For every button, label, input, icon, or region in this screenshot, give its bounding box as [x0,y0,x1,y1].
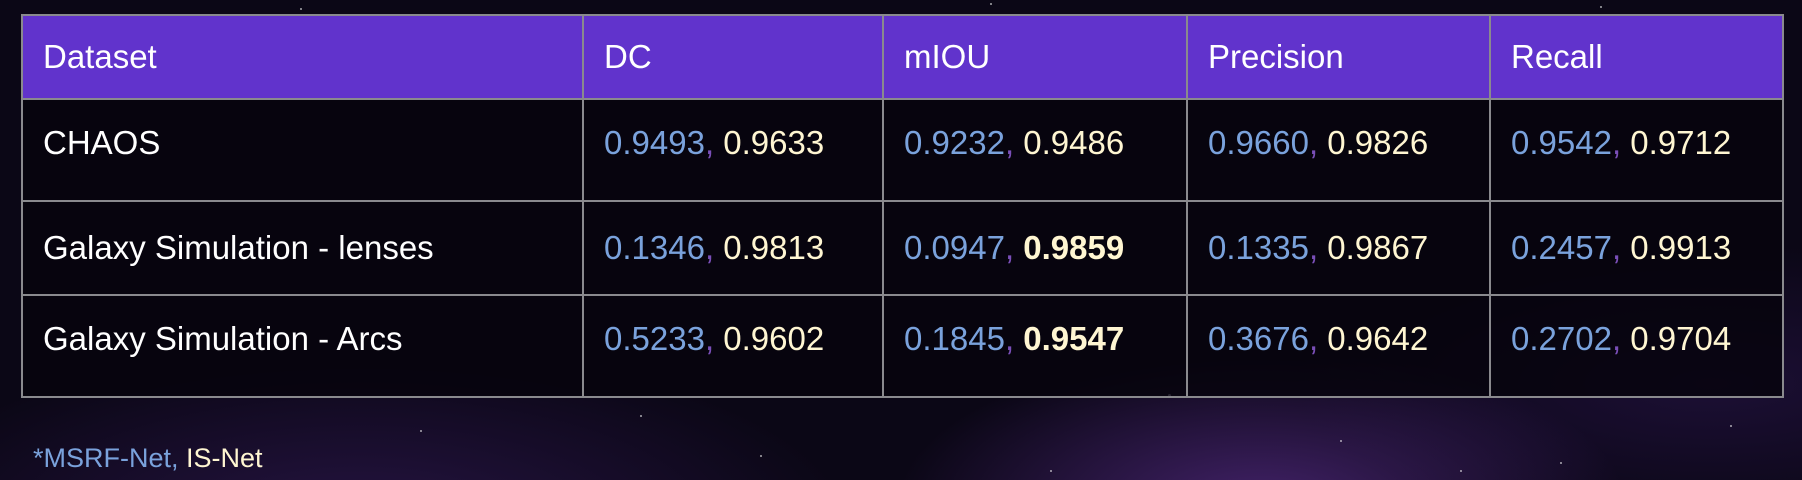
footnote-msrf-label: *MSRF-Net, [33,443,179,473]
separator: , [1004,124,1015,161]
star [640,415,642,417]
separator: , [1308,320,1319,357]
results-table: Dataset DC mIOU Precision Recall CHAOS 0… [21,14,1784,398]
dc-cell: 0.1346, 0.9813 [582,200,884,296]
dataset-cell: CHAOS [21,98,584,202]
star [1560,462,1562,464]
separator: , [1004,229,1015,266]
separator: , [1004,320,1015,357]
header-dataset: Dataset [21,14,584,100]
separator: , [704,229,715,266]
separator: , [1611,229,1622,266]
msrf-value: 0.1346 [604,229,705,266]
star [990,3,992,5]
msrf-value: 0.1335 [1208,229,1309,266]
star [1600,6,1602,8]
precision-cell: 0.3676, 0.9642 [1186,294,1491,398]
header-precision: Precision [1186,14,1491,100]
precision-cell: 0.9660, 0.9826 [1186,98,1491,202]
msrf-value: 0.9542 [1511,124,1612,161]
isnet-value: 0.9633 [723,124,825,161]
isnet-value: 0.9642 [1327,320,1429,357]
header-recall: Recall [1489,14,1784,100]
recall-cell: 0.2457, 0.9913 [1489,200,1784,296]
table-row: CHAOS 0.9493, 0.9633 0.9232, 0.9486 0.96… [21,98,1784,202]
isnet-value: 0.9913 [1630,229,1732,266]
isnet-value: 0.9813 [723,229,825,266]
footnote-isnet-label: IS-Net [186,443,263,473]
star [760,455,762,457]
msrf-value: 0.5233 [604,320,705,357]
legend-footnote: *MSRF-Net, IS-Net [33,443,263,473]
recall-cell: 0.2702, 0.9704 [1489,294,1784,398]
star [300,8,302,10]
isnet-value: 0.9712 [1630,124,1732,161]
star [1050,470,1052,472]
isnet-value: 0.9867 [1327,229,1429,266]
star [420,430,422,432]
header-dc: DC [582,14,884,100]
msrf-value: 0.2457 [1511,229,1612,266]
star [1730,425,1732,427]
miou-cell: 0.1845, 0.9547 [882,294,1188,398]
miou-cell: 0.9232, 0.9486 [882,98,1188,202]
isnet-value: 0.9602 [723,320,825,357]
msrf-value: 0.9660 [1208,124,1309,161]
dataset-cell: Galaxy Simulation - lenses [21,200,584,296]
recall-cell: 0.9542, 0.9712 [1489,98,1784,202]
separator: , [704,320,715,357]
separator: , [704,124,715,161]
msrf-value: 0.1845 [904,320,1005,357]
isnet-value: 0.9704 [1630,320,1732,357]
header-miou: mIOU [882,14,1188,100]
msrf-value: 0.9493 [604,124,705,161]
isnet-value-best: 0.9547 [1023,320,1125,357]
star [1460,470,1462,472]
separator: , [1611,124,1622,161]
separator: , [1308,124,1319,161]
msrf-value: 0.0947 [904,229,1005,266]
dataset-cell: Galaxy Simulation - Arcs [21,294,584,398]
star [1340,440,1342,442]
miou-cell: 0.0947, 0.9859 [882,200,1188,296]
separator: , [1308,229,1319,266]
msrf-value: 0.2702 [1511,320,1612,357]
table-header-row: Dataset DC mIOU Precision Recall [21,14,1784,100]
dc-cell: 0.9493, 0.9633 [582,98,884,202]
isnet-value-best: 0.9859 [1023,229,1125,266]
precision-cell: 0.1335, 0.9867 [1186,200,1491,296]
dc-cell: 0.5233, 0.9602 [582,294,884,398]
table-row: Galaxy Simulation - Arcs 0.5233, 0.9602 … [21,294,1784,398]
msrf-value: 0.3676 [1208,320,1309,357]
table-row: Galaxy Simulation - lenses 0.1346, 0.981… [21,200,1784,296]
msrf-value: 0.9232 [904,124,1005,161]
isnet-value: 0.9826 [1327,124,1429,161]
isnet-value: 0.9486 [1023,124,1125,161]
separator: , [1611,320,1622,357]
